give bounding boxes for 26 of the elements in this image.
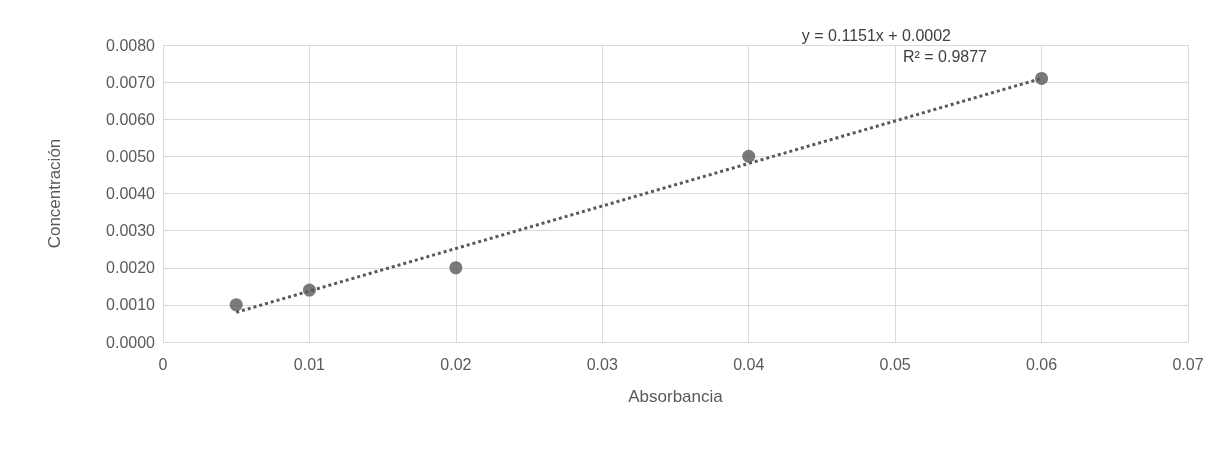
point [1035,71,1049,85]
y-tick-label: 0.0040 [106,185,156,202]
y-axis-title: Concentración [45,138,64,249]
y-tick-label: 0.0030 [106,222,156,240]
y-tick-label: 0.0070 [106,73,156,91]
text: y = 0.1151x + 0.0002 [801,26,952,44]
x-tick-label: 0.04 [733,355,765,373]
x-tick-label: 0.01 [293,355,326,373]
y-tick-label: 0.0020 [106,259,156,277]
point [229,298,243,312]
x-tick-label: 0.05 [879,355,911,373]
x-tick-label: 0.07 [1172,355,1204,373]
point [742,149,756,163]
x-tick-label: 0.02 [440,355,472,373]
x-tick-label: 0 [158,355,168,373]
y-tick-label: 0.0010 [106,296,156,314]
y-tick-label: 0.0050 [106,147,156,165]
annotation: R² = 0.9877 [902,47,988,65]
x-tick-label: 0.06 [1026,355,1058,373]
y-tick-label: 0.0000 [106,333,156,351]
point [449,261,463,275]
y-tick-label: 0.0080 [106,36,156,54]
x-tick-label: 0.03 [586,355,618,373]
point [302,283,316,297]
x-axis-title: Absorbancia [628,387,724,406]
y-tick-label: 0.0060 [106,110,156,128]
